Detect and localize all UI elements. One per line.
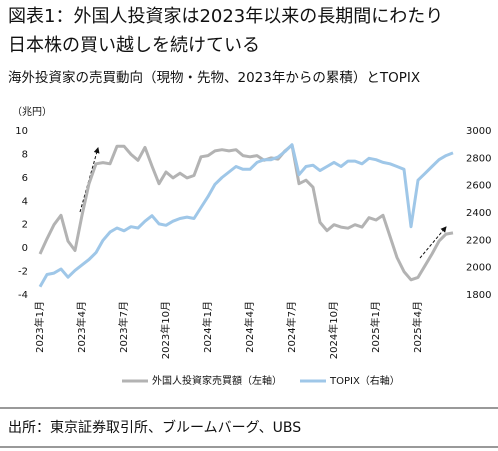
y-tick-label: 10 [15,126,28,137]
source: 出所：東京証券取引所、ブルームバーグ、UBS [8,419,301,436]
y-tick-label: -2 [18,267,28,278]
y-tick-label: -4 [18,290,28,301]
y-tick-label: 0 [22,243,28,254]
chart-title: 図表1：外国人投資家は2023年以来の長期間にわたり [8,6,443,27]
x-tick-label: 2025年1月 [369,301,382,353]
trend-arrow [419,226,447,259]
y2-tick-label: 2800 [466,153,491,164]
y-tick-label: 2 [22,220,28,231]
y2-tick-label: 2200 [466,235,491,246]
x-tick-label: 2024年1月 [201,301,214,353]
y-tick-label: 8 [22,149,28,160]
y2-tick-label: 3000 [466,126,491,137]
x-tick-label: 2024年4月 [243,301,256,353]
x-tick-label: 2023年7月 [117,301,130,353]
x-tick-label: 2025年4月 [411,301,424,353]
legend-label: 外国人投資家売買額（左軸） [152,374,282,387]
x-tick-label: 2023年10月 [159,301,172,359]
y2-tick-label: 2000 [466,263,491,274]
y-tick-label: 4 [22,196,28,207]
x-tick-label: 2023年1月 [33,301,46,353]
chart-subtitle: 海外投資家の売買動向（現物・先物、2023年からの累積）とTOPIX [8,69,420,86]
x-tick-label: 2024年10月 [327,301,340,359]
trend-arrow [79,147,100,213]
x-tick-label: 2023年4月 [75,301,88,353]
series-line [38,143,454,288]
y2-tick-label: 2600 [466,181,491,192]
chart-title: 日本株の買い越しを続けている [8,35,260,56]
y2-tick-label: 1800 [466,290,491,301]
y-axis-label: （兆円） [12,106,52,118]
y-tick-label: 6 [22,173,28,184]
x-tick-label: 2024年7月 [285,301,298,353]
legend-label: TOPIX（右軸） [329,374,400,387]
series-line [38,143,454,282]
y2-tick-label: 2400 [466,208,491,219]
